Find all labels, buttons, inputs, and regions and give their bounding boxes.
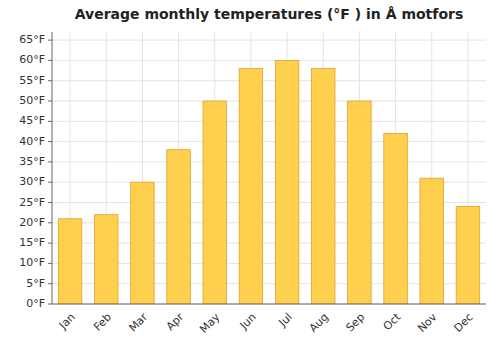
x-tick-label: Jan: [56, 311, 78, 333]
x-tick-label: Aug: [307, 311, 331, 335]
x-tick-label: Nov: [415, 310, 440, 335]
y-tick-label: 25°F: [19, 196, 45, 209]
y-tick: [48, 222, 52, 223]
y-grid-line: [52, 40, 486, 41]
y-tick: [48, 161, 52, 162]
bar: [456, 207, 480, 304]
bar: [58, 219, 82, 304]
y-grid-line: [52, 161, 486, 162]
bar: [131, 182, 155, 304]
y-tick: [48, 243, 52, 244]
y-tick: [48, 80, 52, 81]
title: Average monthly temperatures (°F ) in Å …: [75, 6, 464, 22]
y-tick-label: 45°F: [19, 114, 45, 127]
y-grid-line: [52, 304, 486, 305]
y-tick: [48, 283, 52, 284]
bar: [94, 215, 118, 304]
y-tick: [48, 182, 52, 183]
x-tick-label: Jul: [276, 311, 295, 330]
y-tick-label: 15°F: [19, 236, 45, 249]
y-tick-label: 50°F: [19, 94, 45, 107]
y-tick: [48, 60, 52, 61]
y-grid-line: [52, 101, 486, 102]
y-grid-line: [52, 141, 486, 142]
x-tick-label: Sep: [343, 311, 367, 335]
bar: [239, 69, 263, 304]
y-axis: 0°F 5°F 10°F 15°F 20°F 25°F 30°F 35°F 40°F 45°F 50…: [19, 33, 52, 310]
bar: [348, 101, 372, 304]
x-tick-label: Mar: [126, 310, 150, 334]
y-axis-line: [52, 32, 53, 304]
y-grid-line: [52, 121, 486, 122]
x-axis-line: [52, 304, 486, 305]
x-axis: Jan Feb Mar Apr May Jun Jul Aug Sep Oct Nov Dec: [56, 310, 476, 336]
y-tick: [48, 40, 52, 41]
grid: [52, 32, 486, 304]
x-tick-label: Dec: [451, 311, 475, 335]
y-tick-label: 10°F: [19, 256, 45, 269]
bar: [203, 101, 227, 304]
y-tick-label: 40°F: [19, 135, 45, 148]
y-tick: [48, 263, 52, 264]
y-tick-label: 0°F: [26, 297, 45, 310]
y-tick: [48, 202, 52, 203]
chart: 0°F 5°F 10°F 15°F 20°F 25°F 30°F 35°F 40°F 45°F 50…: [0, 0, 500, 350]
bar: [384, 133, 408, 304]
y-tick-label: 60°F: [19, 53, 45, 66]
y-grid-line: [52, 60, 486, 61]
bar: [420, 178, 444, 304]
y-tick: [48, 304, 52, 305]
y-tick-label: 55°F: [19, 74, 45, 87]
x-tick-label: Feb: [91, 311, 114, 334]
bar: [275, 60, 299, 304]
x-tick-label: Jun: [237, 311, 259, 333]
bars: [58, 60, 479, 304]
y-tick: [48, 121, 52, 122]
y-tick-label: 5°F: [26, 277, 45, 290]
y-tick-label: 65°F: [19, 33, 45, 46]
y-tick-label: 20°F: [19, 216, 45, 229]
y-grid-line: [52, 80, 486, 81]
y-tick: [48, 141, 52, 142]
y-tick-label: 35°F: [19, 155, 45, 168]
bar: [167, 150, 191, 304]
x-tick-label: May: [197, 310, 223, 336]
x-tick-label: Oct: [381, 310, 404, 333]
y-tick: [48, 101, 52, 102]
y-tick-label: 30°F: [19, 175, 45, 188]
bar: [311, 69, 335, 304]
x-tick-label: Apr: [164, 310, 187, 333]
